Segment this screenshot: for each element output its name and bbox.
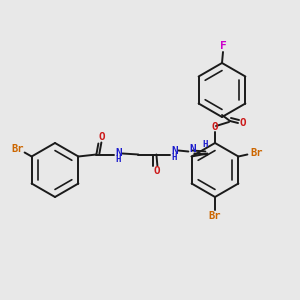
Text: H: H [116, 155, 121, 164]
Text: N: N [189, 145, 196, 154]
Text: N: N [171, 146, 178, 155]
Text: O: O [153, 167, 160, 176]
Text: Br: Br [250, 148, 262, 158]
Text: O: O [212, 122, 218, 132]
Text: F: F [220, 41, 226, 51]
Text: O: O [98, 133, 105, 142]
Text: Br: Br [11, 145, 24, 154]
Text: H: H [172, 153, 177, 162]
Text: Br: Br [209, 211, 221, 221]
Text: N: N [115, 148, 122, 158]
Text: H: H [203, 140, 208, 149]
Text: O: O [240, 118, 246, 128]
